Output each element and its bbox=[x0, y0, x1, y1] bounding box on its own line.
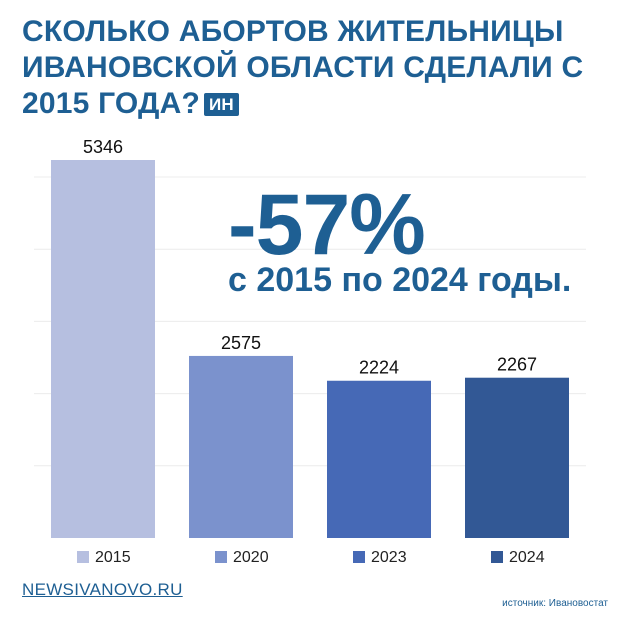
bar-value-label-2024: 2267 bbox=[497, 355, 537, 375]
bar-2024 bbox=[465, 377, 569, 538]
legend-label-2015: 2015 bbox=[95, 549, 131, 566]
site-link[interactable]: NEWSIVANOVO.RU bbox=[22, 580, 183, 599]
outlet-badge: ИН bbox=[204, 93, 239, 116]
change-percent: -57% bbox=[228, 177, 426, 273]
bar-2023 bbox=[327, 380, 431, 538]
legend-swatch-2020 bbox=[215, 551, 227, 563]
legend-label-2020: 2020 bbox=[233, 549, 269, 566]
bar-value-label-2020: 2575 bbox=[221, 333, 261, 353]
legend-swatch-2015 bbox=[77, 551, 89, 563]
bar-series bbox=[51, 160, 569, 538]
legend-swatch-2024 bbox=[491, 551, 503, 563]
legend-swatch-2023 bbox=[353, 551, 365, 563]
bar-value-labels: 5346 2575 2224 2267 bbox=[83, 137, 537, 378]
legend-label-2023: 2023 bbox=[371, 549, 407, 566]
chart-title: СКОЛЬКО АБОРТОВ ЖИТЕЛЬНИЦЫ ИВАНОВСКОЙ ОБ… bbox=[22, 14, 602, 122]
bar-2015 bbox=[51, 160, 155, 538]
change-period: с 2015 по 2024 годы. bbox=[228, 261, 572, 299]
legend-label-2024: 2024 bbox=[509, 549, 545, 566]
bar-value-label-2015: 5346 bbox=[83, 137, 123, 157]
chart-legend: 2015 2020 2023 2024 bbox=[77, 549, 545, 566]
bar-2020 bbox=[189, 355, 293, 538]
chart-title-text: СКОЛЬКО АБОРТОВ ЖИТЕЛЬНИЦЫ ИВАНОВСКОЙ ОБ… bbox=[22, 15, 584, 120]
source-note: источник: Ивановостат bbox=[502, 598, 608, 609]
bar-value-label-2023: 2224 bbox=[359, 358, 399, 378]
